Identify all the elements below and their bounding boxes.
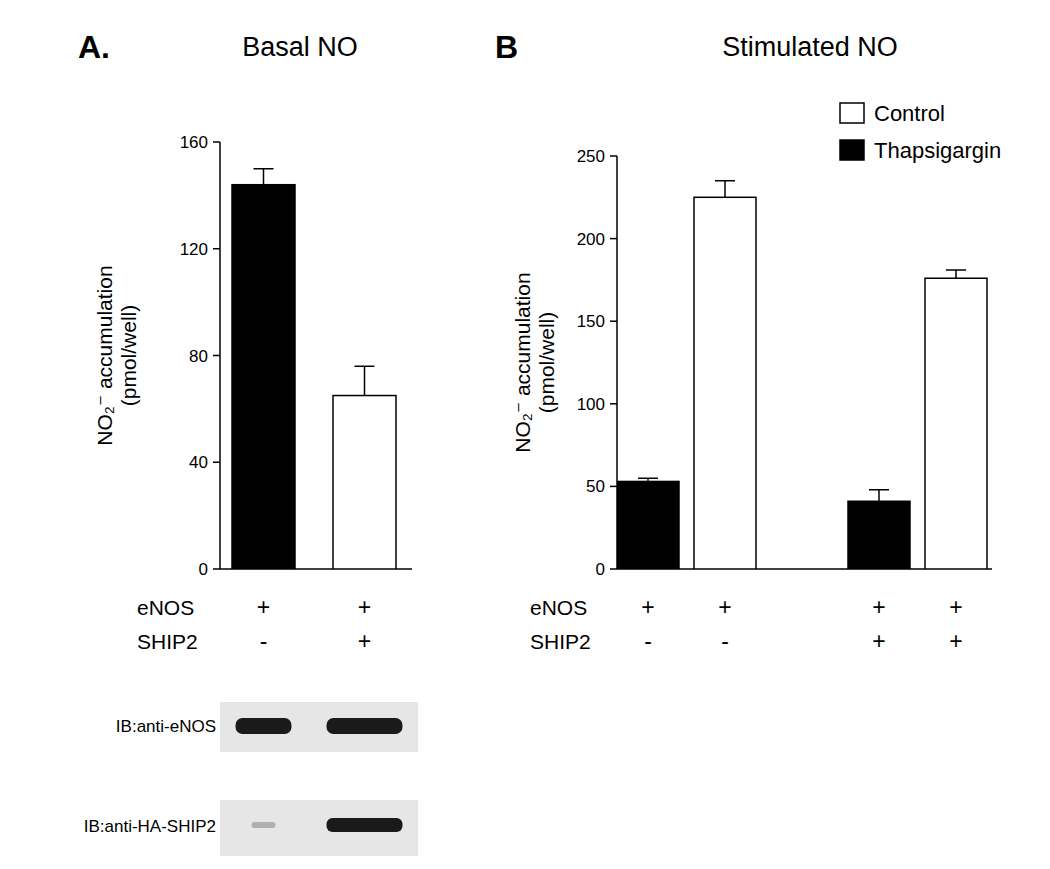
y-axis-label: NO₂⁻ accumulation(pmol/well) bbox=[511, 272, 558, 452]
category-sign: + bbox=[641, 594, 654, 620]
bar bbox=[694, 197, 756, 569]
category-sign: + bbox=[358, 594, 371, 620]
blot-band bbox=[327, 718, 403, 734]
error-bar bbox=[869, 490, 889, 502]
panel-label: A. bbox=[78, 29, 110, 65]
row-label: SHIP2 bbox=[530, 630, 591, 653]
panel: B Stimulated NO NO₂⁻ accumulation(pmol/wel… bbox=[495, 29, 1001, 654]
y-axis-label-line: (pmol/well) bbox=[117, 305, 140, 407]
y-axis-label-line: NO₂⁻ accumulation bbox=[93, 265, 116, 445]
y-tick bbox=[213, 568, 220, 570]
y-tick-label: 120 bbox=[180, 240, 208, 259]
legend-label: Thapsigargin bbox=[874, 138, 1001, 163]
y-tick-label: 0 bbox=[199, 560, 208, 579]
category-sign: + bbox=[872, 594, 885, 620]
bar bbox=[333, 396, 396, 569]
y-tick bbox=[610, 403, 617, 405]
row-label: eNOS bbox=[530, 596, 587, 619]
legend-swatch bbox=[840, 103, 864, 123]
category-sign: + bbox=[949, 594, 962, 620]
y-axis-label-line: NO₂⁻ accumulation bbox=[511, 272, 534, 452]
y-tick-label: 250 bbox=[577, 147, 605, 166]
y-tick bbox=[610, 238, 617, 240]
y-tick bbox=[213, 141, 220, 143]
blot-band bbox=[252, 822, 276, 828]
y-tick-label: 40 bbox=[189, 453, 208, 472]
error-bar bbox=[254, 169, 274, 185]
y-tick-label: 150 bbox=[577, 312, 605, 331]
y-axis-label-line: (pmol/well) bbox=[535, 312, 558, 414]
y-tick-label: 160 bbox=[180, 133, 208, 152]
y-tick-label: 100 bbox=[577, 395, 605, 414]
y-axis-label: NO₂⁻ accumulation(pmol/well) bbox=[93, 265, 140, 445]
blot-band bbox=[236, 718, 292, 734]
y-tick bbox=[213, 248, 220, 250]
blot-label: IB:anti-eNOS bbox=[116, 717, 216, 736]
y-tick bbox=[213, 462, 220, 464]
error-bar bbox=[638, 478, 658, 481]
category-sign: - bbox=[260, 628, 268, 654]
legend-swatch bbox=[840, 140, 864, 160]
category-sign: + bbox=[257, 594, 270, 620]
error-bar bbox=[715, 181, 735, 198]
error-bar bbox=[946, 270, 966, 278]
y-tick bbox=[610, 568, 617, 570]
row-label: eNOS bbox=[137, 596, 194, 619]
y-tick-label: 200 bbox=[577, 230, 605, 249]
y-tick-label: 0 bbox=[596, 560, 605, 579]
title: Basal NO bbox=[242, 32, 358, 62]
title: Stimulated NO bbox=[722, 32, 898, 62]
figure: A.Basal NONO₂⁻ accumulation(pmol/well)04… bbox=[0, 0, 1050, 869]
bar bbox=[232, 185, 295, 569]
y-tick bbox=[610, 486, 617, 488]
category-sign: + bbox=[872, 628, 885, 654]
y-tick-label: 80 bbox=[189, 347, 208, 366]
category-sign: - bbox=[721, 628, 729, 654]
blot-background bbox=[220, 800, 418, 856]
category-sign: + bbox=[949, 628, 962, 654]
blot-band bbox=[327, 818, 403, 832]
bar bbox=[848, 501, 910, 569]
panel: A. Basal NO NO₂⁻ accumulation(pmol/well) 0 4… bbox=[78, 29, 418, 856]
row-label: SHIP2 bbox=[137, 630, 198, 653]
legend-label: Control bbox=[874, 101, 945, 126]
category-sign: - bbox=[644, 628, 652, 654]
y-tick bbox=[610, 320, 617, 322]
category-sign: + bbox=[358, 628, 371, 654]
blot-background bbox=[220, 702, 418, 752]
bar bbox=[925, 278, 987, 569]
error-bar bbox=[355, 366, 375, 395]
blot-label: IB:anti-HA-SHIP2 bbox=[84, 817, 216, 836]
bar bbox=[617, 481, 679, 569]
category-sign: + bbox=[718, 594, 731, 620]
marks bbox=[232, 169, 396, 569]
marks bbox=[617, 181, 987, 569]
y-tick bbox=[610, 155, 617, 157]
panel-label: B bbox=[495, 29, 518, 65]
y-tick-label: 50 bbox=[586, 477, 605, 496]
y-tick bbox=[213, 355, 220, 357]
